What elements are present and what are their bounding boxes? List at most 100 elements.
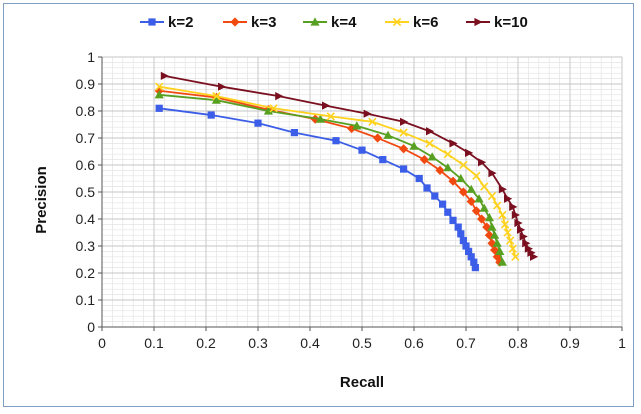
y-tick-label: 0.5 (76, 184, 96, 200)
data-point (506, 236, 515, 245)
legend-label: k=10 (494, 14, 528, 31)
x-axis-label: Recall (340, 374, 384, 391)
data-point (449, 216, 457, 224)
data-point (218, 82, 227, 91)
data-point (443, 163, 453, 172)
y-tick-label: 0.1 (76, 292, 96, 308)
legend-marker (474, 17, 483, 27)
data-point (457, 230, 465, 238)
data-point (269, 104, 278, 113)
data-point (423, 184, 431, 192)
data-point (465, 148, 474, 157)
data-point (373, 133, 383, 143)
data-point (263, 106, 273, 115)
x-tick-label: 0.8 (508, 335, 528, 351)
y-tick-label: 0.8 (76, 103, 96, 119)
data-point (511, 252, 520, 261)
data-point (154, 90, 164, 99)
data-point (456, 173, 466, 183)
data-point (471, 206, 481, 216)
data-point (466, 196, 476, 207)
y-tick-label: 0.3 (76, 238, 96, 254)
data-point (490, 245, 500, 255)
x-tick-label: 0.7 (456, 335, 476, 351)
data-point (419, 155, 429, 165)
data-point (448, 176, 458, 186)
data-point (482, 222, 492, 232)
data-point (490, 230, 500, 239)
data-point (484, 230, 494, 240)
data-point (290, 129, 298, 137)
data-point (155, 82, 164, 91)
data-point (322, 101, 331, 110)
x-tick-label: 0.9 (560, 335, 580, 351)
x-tick-label: 1 (618, 335, 626, 351)
data-point (368, 117, 377, 126)
legend-item: k=6 (385, 14, 438, 31)
data-point (484, 213, 494, 222)
x-tick-label: 0.2 (196, 335, 216, 351)
data-point (425, 139, 434, 148)
x-tick-label: 0.3 (248, 335, 268, 351)
data-point (478, 158, 487, 167)
y-tick-label: 0.2 (76, 265, 96, 281)
data-point (514, 218, 523, 228)
y-tick-label: 0.7 (76, 130, 96, 146)
data-point (352, 121, 362, 130)
data-point (527, 248, 536, 257)
data-point (522, 239, 531, 248)
legend-label: k=4 (331, 14, 357, 31)
x-tick-label: 0.6 (404, 335, 424, 351)
data-point (358, 146, 366, 154)
data-point (503, 228, 512, 237)
data-point (488, 169, 497, 178)
data-point (530, 252, 539, 261)
data-point (332, 137, 340, 145)
data-point (212, 91, 221, 101)
data-point (497, 257, 507, 266)
y-axis-label: Precision (33, 166, 50, 234)
data-point (363, 109, 372, 118)
data-point (315, 114, 325, 123)
y-tick-label: 1 (87, 49, 95, 65)
legend-item: k=4 (303, 14, 357, 31)
data-point (347, 123, 357, 134)
legend-label: k=6 (413, 14, 438, 31)
y-tick-label: 0 (87, 319, 95, 335)
data-point (492, 238, 502, 247)
data-point (207, 111, 215, 119)
data-point (462, 242, 470, 250)
data-point (449, 139, 458, 148)
data-point (383, 130, 393, 139)
data-point (211, 95, 221, 104)
x-tick-label: 0.5 (352, 335, 372, 351)
series-k-4 (154, 90, 507, 266)
y-tick-label: 0.6 (76, 157, 96, 173)
data-point (431, 192, 439, 200)
data-point (399, 144, 409, 154)
data-point (487, 222, 497, 231)
data-point (409, 141, 419, 150)
data-point (480, 182, 489, 191)
data-point (399, 128, 408, 137)
data-point (443, 150, 452, 159)
data-point (400, 165, 408, 173)
legend-item: k=3 (223, 14, 276, 31)
data-point (254, 119, 262, 127)
y-tick-label: 0.9 (76, 76, 96, 92)
legend-marker (148, 18, 156, 26)
legend-marker (392, 17, 402, 27)
data-point (439, 200, 447, 208)
legend-item: k=2 (140, 14, 193, 31)
legend: k=2 k=3 k=4 k=6 k=10 (140, 14, 528, 31)
series-k-10 (160, 71, 539, 261)
data-point (511, 210, 520, 220)
data-point (477, 214, 487, 224)
data-point (517, 225, 526, 234)
data-point (427, 152, 437, 161)
legend-marker (310, 17, 320, 26)
data-point (487, 191, 497, 201)
x-tick-label: 0 (98, 335, 106, 351)
data-point (498, 210, 507, 220)
